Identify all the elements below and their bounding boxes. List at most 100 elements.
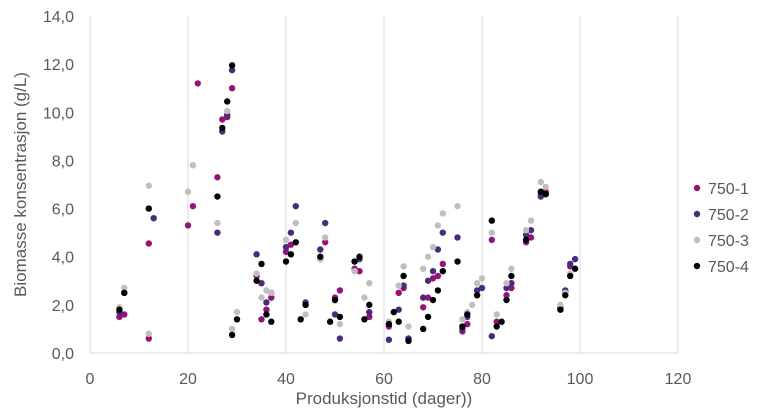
data-point-750-4 — [356, 253, 363, 260]
data-point-750-4 — [567, 272, 574, 280]
x-tick-label: 0 — [86, 371, 95, 388]
data-point-750-3 — [282, 236, 290, 244]
data-point-750-2 — [385, 336, 393, 343]
data-point-750-2 — [488, 332, 495, 340]
data-point-750-3 — [336, 320, 344, 328]
data-point-750-4 — [454, 258, 461, 265]
data-point-750-1 — [194, 80, 201, 87]
y-tick-label: 8,0 — [52, 153, 74, 170]
data-point-750-1 — [488, 236, 495, 244]
data-point-750-2 — [228, 66, 236, 74]
data-point-750-3 — [361, 294, 368, 301]
data-point-750-4 — [562, 292, 569, 299]
data-point-750-3 — [420, 265, 427, 272]
data-point-750-3 — [302, 311, 309, 318]
data-point-750-2 — [258, 279, 265, 287]
data-point-750-2 — [253, 251, 260, 258]
legend-marker — [693, 184, 701, 192]
data-point-750-3 — [478, 275, 486, 282]
data-point-750-2 — [537, 193, 544, 200]
data-point-750-3 — [253, 270, 260, 277]
data-point-750-1 — [263, 306, 270, 313]
data-point-750-3 — [292, 219, 299, 227]
x-tick-label: 40 — [277, 371, 295, 388]
data-point-750-2 — [150, 215, 157, 222]
data-point-750-3 — [405, 323, 412, 330]
data-point-750-4 — [116, 306, 123, 313]
legend-marker — [693, 210, 701, 218]
data-point-750-2 — [567, 260, 574, 268]
data-point-750-1 — [356, 267, 363, 275]
data-point-750-2 — [527, 227, 535, 234]
data-point-750-1 — [464, 320, 471, 328]
data-point-750-3 — [351, 267, 358, 275]
data-point-750-2 — [454, 234, 461, 241]
data-point-750-2 — [263, 299, 270, 306]
data-point-750-1 — [184, 222, 192, 229]
data-point-750-4 — [493, 323, 500, 330]
data-point-750-3 — [537, 178, 544, 186]
data-point-750-1 — [268, 294, 275, 301]
axes: 0 20 40 60 80 100 120 0,0 2,0 4,0 6,0 8,0 10,0 12,0 14… — [43, 9, 692, 388]
data-point-750-2 — [214, 229, 221, 236]
legend: 750-1 750-2 750-3 750-4 — [693, 181, 749, 276]
data-point-750-2 — [439, 229, 446, 236]
data-point-750-2 — [508, 279, 515, 287]
data-point-750-3 — [527, 217, 535, 224]
legend-label: 750-2 — [708, 207, 749, 224]
data-point-750-1 — [420, 304, 427, 311]
data-point-750-3 — [268, 289, 275, 297]
data-point-750-4 — [233, 316, 241, 323]
data-point-750-3 — [366, 279, 373, 287]
data-point-750-4 — [400, 272, 407, 280]
x-tick-label: 80 — [473, 371, 491, 388]
x-tick-label: 20 — [179, 371, 197, 388]
data-point-750-1 — [424, 294, 432, 301]
data-point-750-3 — [233, 308, 241, 316]
data-point-750-4 — [537, 188, 544, 195]
data-point-750-2 — [336, 335, 344, 342]
data-point-750-1 — [434, 272, 442, 280]
data-point-750-4 — [121, 289, 128, 297]
data-point-750-3 — [493, 311, 500, 318]
data-point-750-3 — [557, 301, 564, 309]
legend-marker — [693, 262, 701, 270]
data-point-750-1 — [493, 318, 500, 325]
data-point-750-2 — [400, 282, 407, 289]
data-point-750-1 — [287, 241, 295, 248]
data-point-750-4 — [385, 320, 393, 328]
data-point-750-3 — [258, 294, 265, 301]
data-point-750-1 — [527, 234, 535, 241]
data-point-750-4 — [473, 292, 481, 299]
data-point-750-4 — [214, 193, 221, 200]
data-point-750-1 — [219, 116, 226, 123]
data-point-750-3 — [145, 182, 152, 189]
y-axis-title: Biomasse konsentrasjon (g/L) — [11, 72, 30, 297]
data-point-750-4 — [424, 313, 432, 321]
gridlines — [187, 16, 679, 353]
data-point-750-3 — [214, 219, 221, 227]
data-point-750-4 — [571, 265, 579, 272]
data-point-750-2 — [282, 243, 290, 251]
data-point-750-3 — [228, 325, 236, 333]
data-point-750-2 — [571, 255, 579, 263]
data-point-750-3 — [189, 162, 197, 169]
data-point-750-2 — [331, 311, 339, 318]
y-tick-label: 10,0 — [43, 105, 74, 122]
data-point-750-1 — [116, 313, 123, 321]
data-point-750-2 — [287, 229, 295, 236]
data-point-750-4 — [282, 258, 290, 265]
data-point-750-3 — [522, 227, 530, 234]
data-point-750-1 — [145, 335, 152, 342]
data-point-750-3 — [503, 279, 510, 287]
data-point-750-4 — [522, 236, 530, 244]
data-point-750-4 — [336, 313, 344, 321]
y-tick-label: 4,0 — [52, 250, 74, 267]
data-point-750-3 — [145, 330, 152, 337]
data-point-750-4 — [224, 98, 231, 105]
data-point-750-3 — [454, 202, 461, 210]
data-point-750-1 — [395, 289, 402, 297]
y-tick-label: 0,0 — [52, 346, 74, 363]
data-point-750-2 — [322, 219, 329, 227]
